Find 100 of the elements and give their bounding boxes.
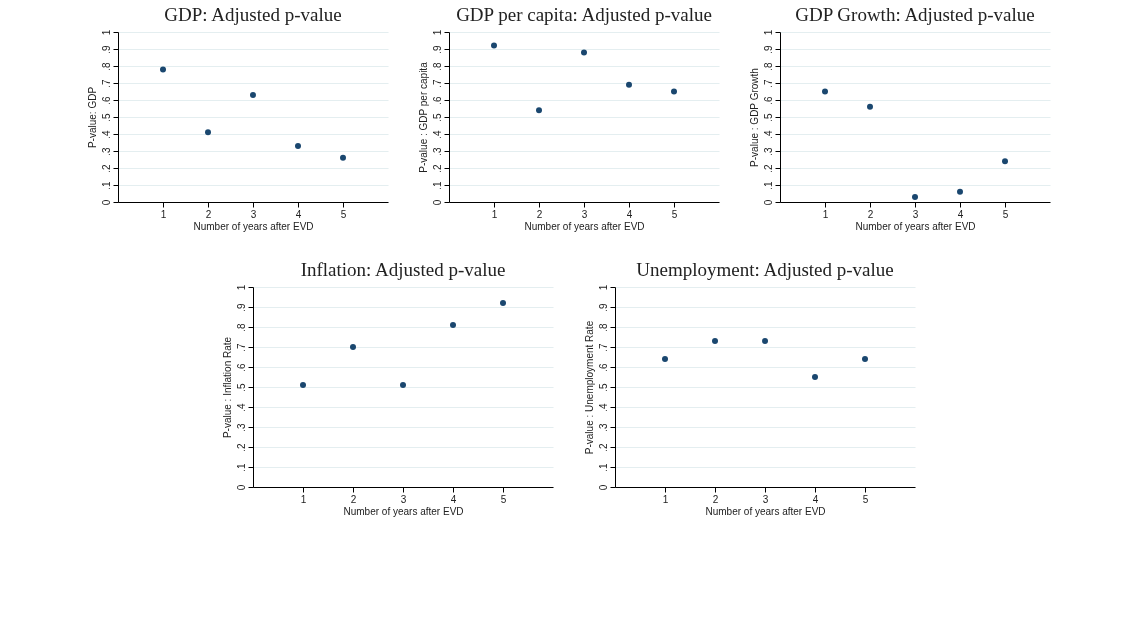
y-tick-label: 0 [100, 199, 111, 206]
x-tick-label: 3 [400, 493, 407, 505]
y-axis-title: P-value: GDP [86, 86, 97, 149]
x-tick-label: 5 [500, 493, 507, 505]
x-tick-label: 2 [867, 208, 874, 220]
y-tick-label: 0 [597, 484, 608, 491]
y-tick-label: 1 [100, 29, 111, 36]
x-tick-label: 2 [350, 493, 357, 505]
y-tick-label: 1 [235, 284, 246, 291]
y-tick-label: 0 [431, 199, 442, 206]
y-tick-label: .5 [597, 382, 608, 392]
y-axis-title: P-value : Inflation Rate [221, 336, 232, 439]
point [625, 81, 632, 88]
y-axis-title: P-value : GDP Growth [748, 68, 759, 167]
y-tick-label: .6 [100, 95, 111, 105]
x-axis-title: Number of years after EVD [704, 505, 826, 517]
x-tick-label: 3 [250, 208, 257, 220]
x-tick-label: 1 [491, 208, 498, 220]
y-axis-title: P-value : GDP per capita [417, 61, 428, 173]
y-tick-label: .4 [762, 129, 773, 139]
x-tick-label: 2 [536, 208, 543, 220]
point [499, 300, 506, 306]
point [821, 88, 828, 95]
point [490, 42, 497, 49]
y-axis-title: P-value : Unemployment Rate [583, 320, 594, 455]
y-tick-label: .9 [597, 302, 608, 312]
x-tick-label: 3 [581, 208, 588, 220]
chart-title: Unemployment: Adjusted p-value [635, 259, 894, 281]
point [861, 356, 868, 362]
y-tick-label: .6 [597, 362, 608, 372]
chart-title: GDP per capita: Adjusted p-value [455, 4, 712, 26]
point [299, 382, 306, 388]
chart-title: GDP Growth: Adjusted p-value [794, 4, 1035, 26]
y-tick-label: .6 [431, 95, 442, 105]
y-tick-label: .2 [431, 163, 442, 173]
y-tick-label: .4 [100, 129, 111, 139]
x-axis-title: Number of years after EVD [192, 220, 314, 232]
point [911, 193, 918, 200]
x-axis-title: Number of years after EVD [523, 220, 645, 232]
y-tick-label: .4 [597, 402, 608, 412]
x-tick-label: 5 [862, 493, 869, 505]
x-tick-label: 5 [1002, 208, 1009, 220]
y-tick-label: .7 [431, 78, 442, 88]
point [866, 103, 873, 110]
x-tick-label: 1 [300, 493, 307, 505]
y-tick-label: .7 [597, 342, 608, 352]
y-tick-label: .2 [235, 442, 246, 452]
y-tick-label: .8 [762, 61, 773, 71]
y-tick-label: .1 [762, 180, 773, 190]
point [535, 107, 542, 114]
x-tick-label: 4 [812, 493, 819, 505]
y-tick-label: .3 [762, 146, 773, 156]
point [580, 49, 587, 56]
x-tick-label: 2 [205, 208, 212, 220]
y-tick-label: .9 [100, 44, 111, 54]
y-tick-label: .8 [235, 322, 246, 332]
x-tick-label: 4 [626, 208, 633, 220]
point [159, 66, 166, 73]
y-tick-label: .1 [431, 180, 442, 190]
y-tick-label: 1 [597, 284, 608, 291]
y-tick-label: .8 [597, 322, 608, 332]
y-tick-label: .2 [100, 163, 111, 173]
point [811, 374, 818, 380]
point [761, 338, 768, 344]
x-axis-title: Number of years after EVD [342, 505, 464, 517]
point [670, 88, 677, 95]
point [349, 344, 356, 350]
point [449, 322, 456, 328]
y-tick-label: .2 [597, 442, 608, 452]
y-tick-label: .5 [100, 112, 111, 122]
point [661, 356, 668, 362]
y-tick-label: .1 [235, 462, 246, 472]
y-tick-label: .8 [100, 61, 111, 71]
y-tick-label: .5 [235, 382, 246, 392]
y-tick-label: .4 [235, 402, 246, 412]
y-tick-label: .7 [235, 342, 246, 352]
y-tick-label: .4 [431, 129, 442, 139]
y-tick-label: .5 [762, 112, 773, 122]
chart-title: Inflation: Adjusted p-value [300, 259, 505, 281]
y-tick-label: .3 [597, 422, 608, 432]
y-tick-label: 1 [762, 29, 773, 36]
chart-title: GDP: Adjusted p-value [163, 4, 342, 26]
x-axis-title: Number of years after EVD [854, 220, 976, 232]
point [249, 91, 256, 98]
y-tick-label: 1 [431, 29, 442, 36]
x-tick-label: 1 [822, 208, 829, 220]
x-tick-label: 5 [671, 208, 678, 220]
x-tick-label: 3 [762, 493, 769, 505]
y-tick-label: .9 [431, 44, 442, 54]
point [339, 154, 346, 161]
y-tick-label: .3 [235, 422, 246, 432]
x-tick-label: 5 [340, 208, 347, 220]
x-tick-label: 4 [450, 493, 457, 505]
y-tick-label: 0 [762, 199, 773, 206]
y-tick-label: .9 [235, 302, 246, 312]
point [1001, 158, 1008, 165]
point [294, 142, 301, 149]
y-tick-label: .6 [762, 95, 773, 105]
y-tick-label: .1 [597, 462, 608, 472]
y-tick-label: .3 [100, 146, 111, 156]
